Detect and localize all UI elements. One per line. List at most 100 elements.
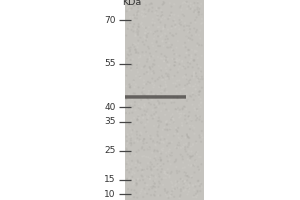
Point bbox=[156, 185, 161, 189]
Point bbox=[182, 22, 187, 25]
Point bbox=[177, 197, 182, 200]
Point bbox=[134, 53, 138, 56]
Point bbox=[192, 163, 197, 166]
Point bbox=[151, 136, 156, 139]
Point bbox=[155, 130, 160, 133]
Point bbox=[157, 180, 161, 183]
Point bbox=[174, 106, 179, 109]
Point bbox=[182, 180, 187, 183]
Point bbox=[138, 55, 143, 59]
Point bbox=[190, 74, 194, 78]
Point bbox=[138, 37, 143, 40]
Point bbox=[127, 155, 132, 158]
Point bbox=[181, 65, 186, 68]
Point bbox=[134, 13, 139, 17]
Point bbox=[144, 50, 149, 54]
Point bbox=[150, 187, 155, 190]
Point bbox=[196, 13, 201, 16]
Point bbox=[194, 151, 199, 154]
Point bbox=[176, 186, 181, 190]
Point bbox=[133, 100, 137, 104]
Point bbox=[134, 43, 138, 46]
Point bbox=[128, 46, 133, 49]
Point bbox=[199, 101, 204, 104]
Point bbox=[159, 90, 164, 93]
Point bbox=[190, 8, 195, 11]
Point bbox=[134, 161, 138, 164]
Point bbox=[127, 85, 132, 89]
Point bbox=[146, 9, 151, 13]
Point bbox=[163, 128, 167, 131]
Point bbox=[128, 137, 133, 140]
Point bbox=[124, 10, 129, 13]
Point bbox=[199, 70, 203, 73]
Point bbox=[141, 116, 146, 120]
Point bbox=[194, 16, 199, 19]
Point bbox=[194, 159, 199, 163]
Point bbox=[190, 38, 195, 42]
Point bbox=[156, 116, 161, 119]
Point bbox=[186, 115, 191, 118]
Point bbox=[124, 74, 129, 77]
Point bbox=[184, 95, 189, 98]
Point bbox=[137, 138, 142, 141]
Point bbox=[136, 149, 141, 152]
Point bbox=[161, 74, 166, 77]
Point bbox=[144, 141, 149, 145]
Point bbox=[175, 79, 180, 82]
Point bbox=[143, 26, 148, 29]
Point bbox=[156, 124, 161, 127]
Text: 70: 70 bbox=[104, 16, 116, 25]
Point bbox=[181, 161, 185, 164]
Point bbox=[139, 121, 144, 124]
Point bbox=[184, 92, 189, 95]
Point bbox=[135, 178, 140, 181]
Point bbox=[155, 13, 160, 16]
Point bbox=[134, 51, 138, 55]
Point bbox=[175, 130, 179, 133]
Point bbox=[125, 48, 130, 52]
Point bbox=[182, 180, 187, 183]
Point bbox=[141, 14, 146, 18]
Point bbox=[178, 177, 183, 180]
Point bbox=[184, 108, 188, 111]
Point bbox=[154, 6, 159, 9]
Point bbox=[188, 159, 192, 162]
Point bbox=[159, 30, 164, 33]
Point bbox=[125, 133, 130, 136]
Point bbox=[154, 144, 158, 147]
Point bbox=[146, 68, 151, 71]
Point bbox=[124, 167, 129, 170]
Point bbox=[124, 97, 129, 100]
Point bbox=[156, 173, 161, 176]
Point bbox=[164, 69, 169, 73]
Point bbox=[174, 165, 179, 169]
Point bbox=[145, 167, 150, 170]
Point bbox=[148, 30, 153, 33]
Point bbox=[159, 15, 164, 18]
Point bbox=[133, 16, 137, 20]
Point bbox=[187, 31, 192, 34]
Point bbox=[172, 161, 177, 164]
Point bbox=[163, 172, 168, 175]
Point bbox=[141, 87, 146, 90]
Point bbox=[146, 98, 151, 101]
Point bbox=[199, 44, 204, 47]
Point bbox=[167, 64, 171, 67]
Point bbox=[136, 39, 141, 42]
Point bbox=[144, 50, 149, 54]
Point bbox=[150, 82, 155, 85]
Point bbox=[154, 10, 158, 13]
Point bbox=[200, 77, 205, 81]
Point bbox=[159, 9, 164, 12]
Point bbox=[170, 76, 175, 79]
Point bbox=[139, 67, 144, 70]
Point bbox=[194, 72, 198, 75]
Point bbox=[192, 58, 197, 62]
Point bbox=[129, 67, 134, 70]
Point bbox=[139, 121, 144, 124]
Point bbox=[126, 47, 131, 50]
Point bbox=[172, 62, 177, 65]
Point bbox=[146, 45, 151, 48]
Point bbox=[128, 152, 133, 156]
